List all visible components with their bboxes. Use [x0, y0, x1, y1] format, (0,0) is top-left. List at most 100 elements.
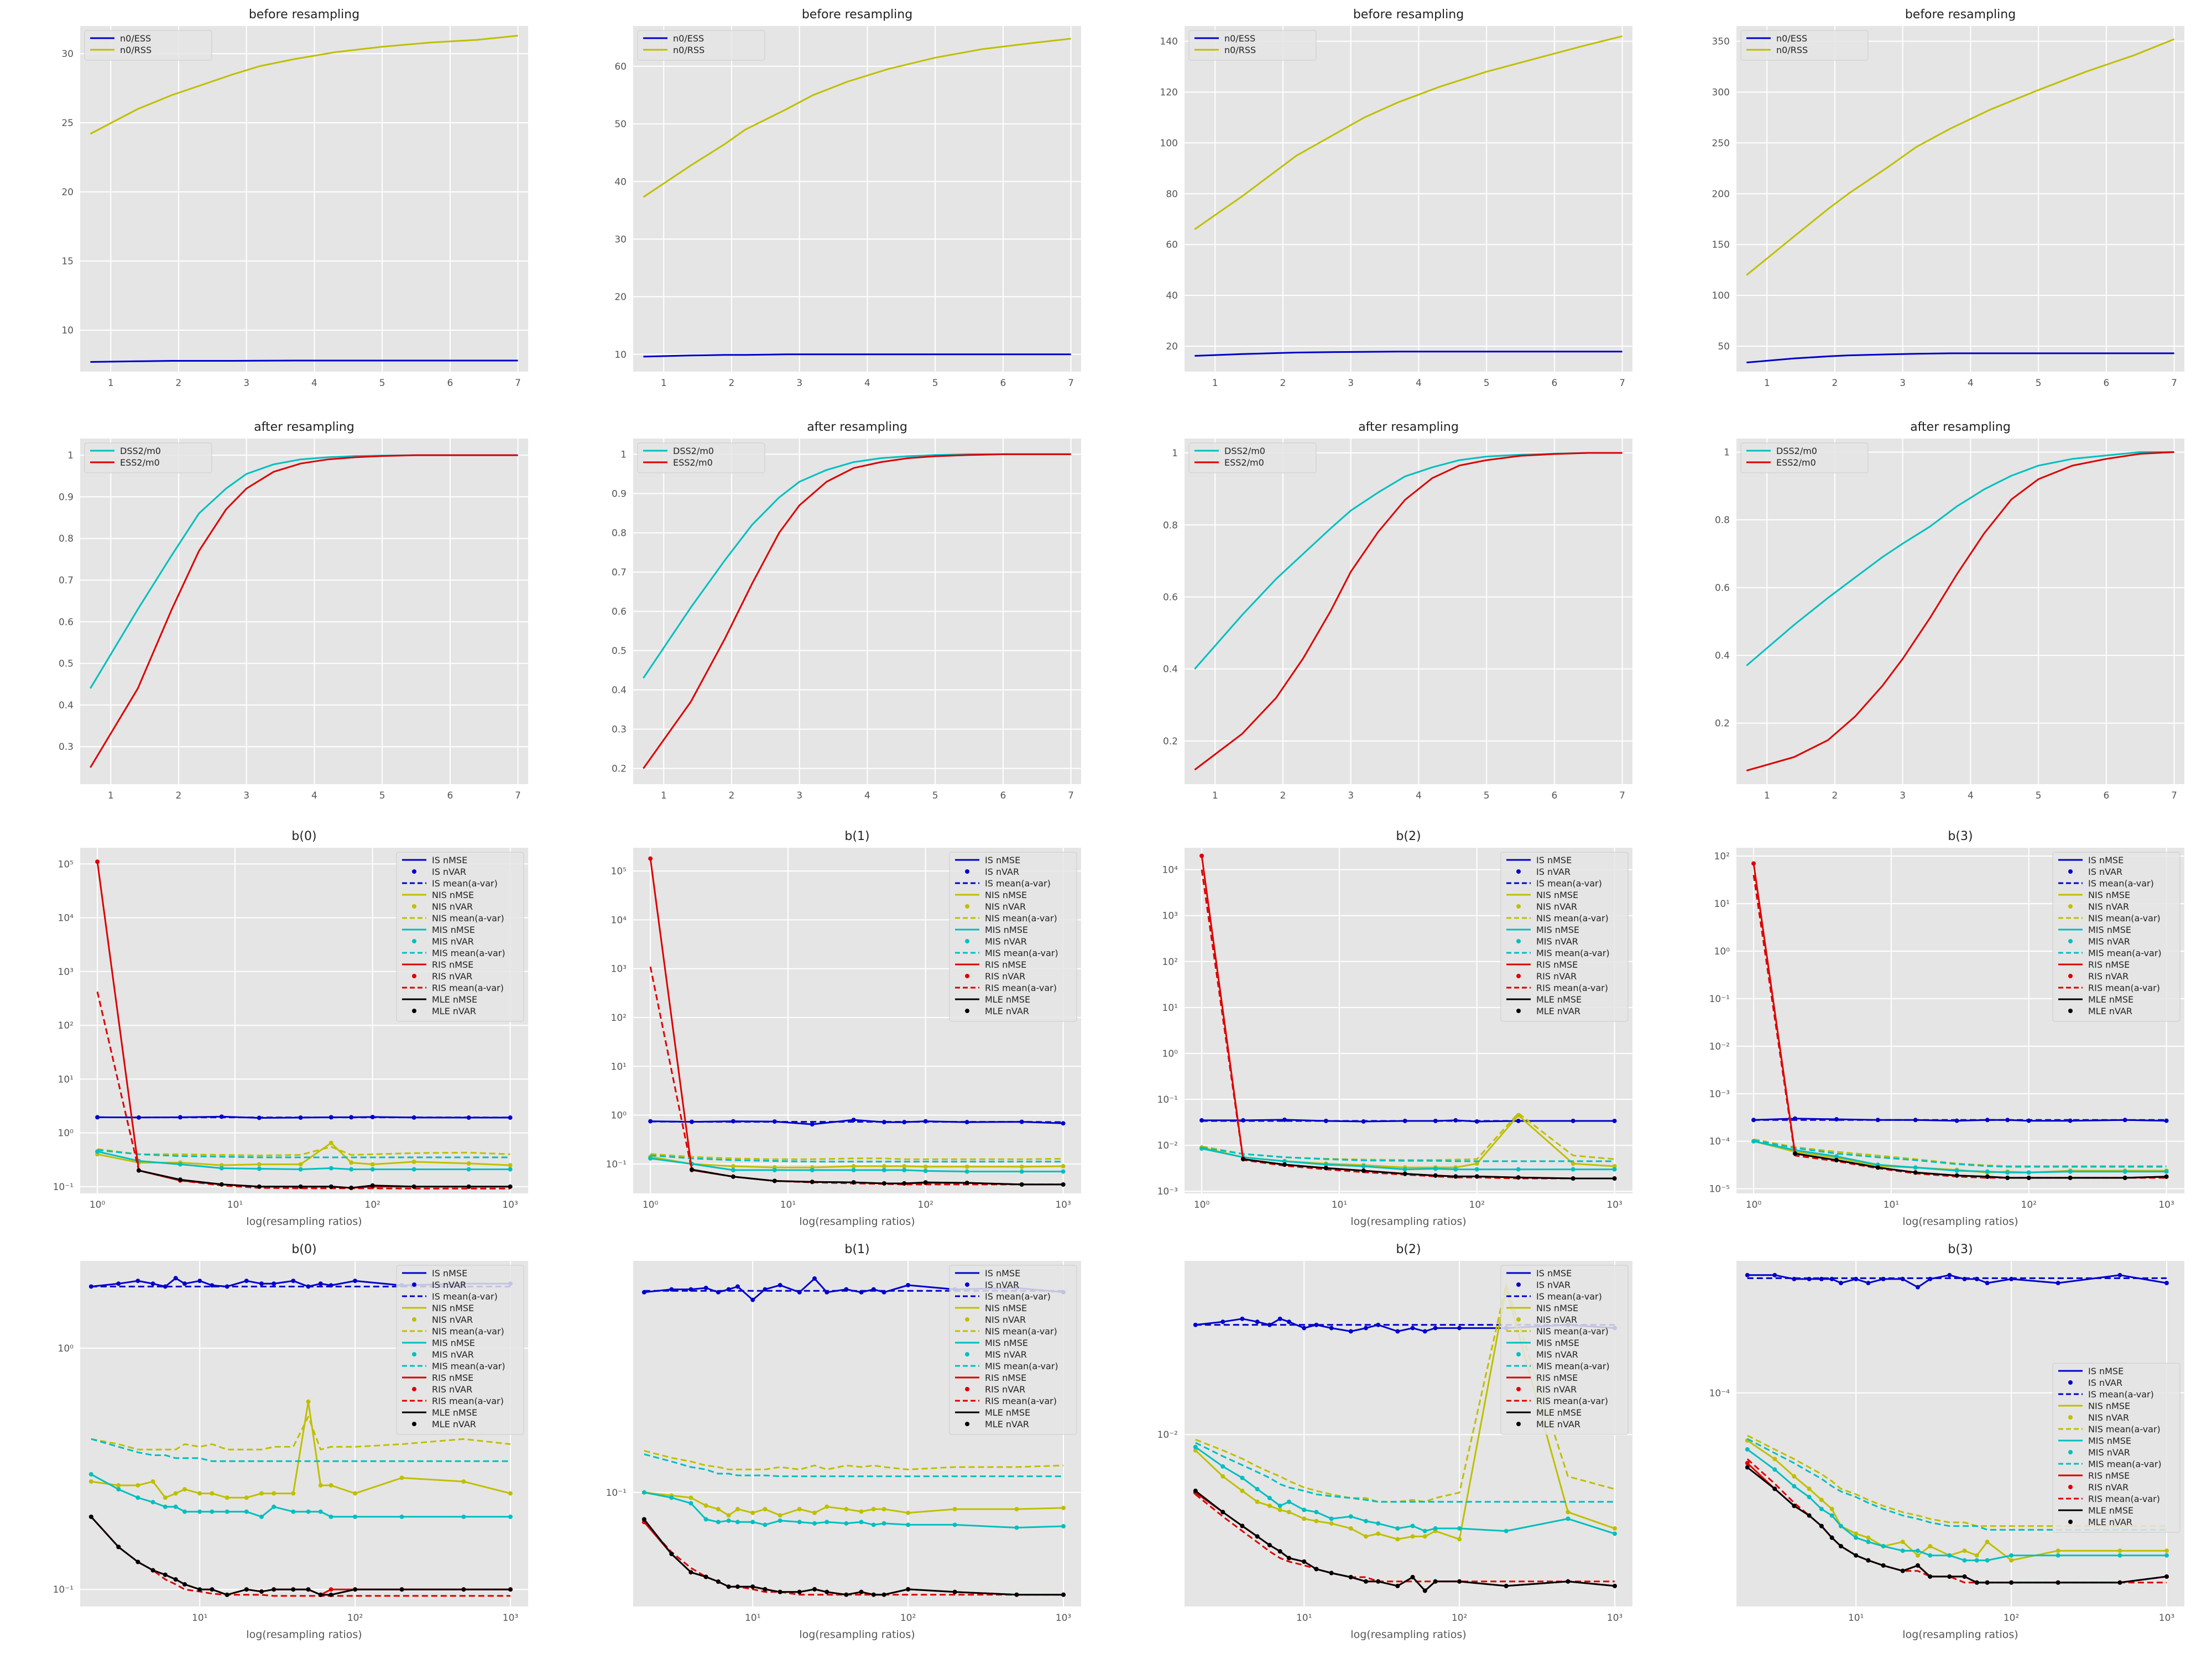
legend-item: MLE nMSE [2058, 1505, 2133, 1516]
series-mle-nvar-point [1829, 1535, 1834, 1540]
legend-label: NIS nMSE [1536, 890, 1578, 900]
series-layer [643, 38, 1071, 358]
chart-title: after resampling [254, 420, 354, 434]
series-mis-nvar-point [1516, 1167, 1521, 1172]
series-is-nvar-point [1915, 1285, 1920, 1290]
series-nis-nvar-point [871, 1507, 876, 1512]
series-mle-nvar-point [1985, 1174, 1990, 1179]
series-nis-nvar-point [1314, 1519, 1319, 1524]
x-tick-label: 2 [729, 378, 735, 389]
legend-label: RIS mean(a-var) [2088, 1494, 2160, 1504]
subplot-1: 1 2 3 4 5 6 7 10 20 30 40 50 60 before resampling n0/E… [614, 8, 1081, 389]
series-mle-nvar-point [411, 1184, 416, 1189]
legend-item: RIS mean(a-var) [1506, 983, 1608, 993]
series-is-nvar-point [1866, 1281, 1871, 1286]
series-mis-nvar-point [902, 1167, 907, 1172]
legend-label: NIS nMSE [2088, 890, 2130, 900]
series-mis-nvar-point [1571, 1167, 1575, 1172]
legend-label: MLE nVAR [2088, 1006, 2132, 1016]
series-mle-nvar-point [182, 1582, 187, 1587]
series-is-nvar-point [1302, 1326, 1307, 1331]
series-mis-nvar-point [1323, 1162, 1328, 1167]
series-mis-nvar-point [1286, 1499, 1291, 1504]
series-mle-nvar-point [1474, 1174, 1479, 1179]
legend-marker [965, 1352, 969, 1357]
legend-label: MIS nMSE [432, 925, 475, 935]
series-nis-nvar-point [1220, 1474, 1225, 1479]
series-is-nvar-point [1061, 1121, 1066, 1126]
x-tick-label: 7 [1619, 790, 1625, 801]
legend-item: IS nVAR [965, 1280, 1019, 1290]
chart-title: after resampling [1358, 420, 1459, 434]
series-ris-nvar-point [328, 1587, 333, 1592]
legend-marker [412, 1282, 416, 1287]
series-is-nvar-point [173, 1276, 178, 1281]
series-nis-nvar-point [135, 1483, 140, 1488]
series-nis-nvar-point [1286, 1510, 1291, 1515]
series-nis-nvar-point [1571, 1161, 1575, 1166]
series-mis-nvar-point [1422, 1528, 1427, 1533]
series-nis-mean-a-var--line [97, 1146, 510, 1156]
legend-label: MIS nVAR [985, 1349, 1027, 1360]
series-nis-nvar-point [1985, 1540, 1990, 1545]
series-mis-nvar-point [88, 1472, 93, 1477]
series-is-nvar-point [1745, 1272, 1750, 1277]
series-is-nvar-point [291, 1279, 296, 1284]
series-mis-nvar-point [2005, 1170, 2010, 1175]
legend-label: RIS nVAR [2088, 1482, 2128, 1493]
y-tick-label: 10³ [58, 967, 74, 978]
chart-title: b(2) [1396, 1243, 1421, 1256]
series-is-nvar-point [750, 1297, 755, 1302]
series-mle-nvar-point [1571, 1176, 1575, 1181]
series-mle-nvar-point [1402, 1171, 1407, 1176]
series-is-nvar-point [1363, 1326, 1368, 1331]
series-layer [1193, 1284, 1617, 1593]
x-tick-label: 1 [1212, 790, 1218, 801]
series-is-nvar-point [1329, 1326, 1334, 1331]
legend-marker [965, 904, 969, 909]
legend-item: MIS nVAR [1516, 1349, 1578, 1360]
legend-label: MIS mean(a-var) [2088, 1459, 2162, 1469]
legend-marker [2068, 904, 2073, 909]
legend-item: RIS nMSE [402, 1373, 473, 1383]
legend-item: IS mean(a-var) [2058, 878, 2154, 889]
series-is-nvar-point [197, 1279, 202, 1284]
legend-item: IS nVAR [412, 1280, 466, 1290]
legend-box [2052, 852, 2180, 1022]
series-mle-nvar-point [964, 1181, 969, 1186]
y-tick-label: 25 [61, 118, 74, 129]
y-tick-label: 20 [614, 292, 627, 303]
legend-marker [412, 1317, 416, 1322]
series-mis-nvar-point [1566, 1516, 1571, 1521]
y-tick-label: 10 [614, 349, 627, 361]
y-tick-label: 10⁻¹ [53, 1584, 74, 1595]
x-tick-label: 10³ [1055, 1199, 1071, 1211]
x-tick-label: 10¹ [1332, 1199, 1347, 1211]
series-mis-nvar-point [219, 1166, 224, 1171]
series-mis-nvar-point [1866, 1540, 1871, 1545]
x-tick-label: 7 [2171, 378, 2177, 389]
series-mis-nvar-point [135, 1495, 140, 1500]
series-mle-nvar-point [1612, 1583, 1617, 1588]
series-n0-ess-line [1194, 351, 1623, 357]
legend-marker [1516, 974, 1521, 978]
chart-title: b(1) [844, 830, 869, 843]
series-mle-nvar-point [244, 1587, 249, 1592]
series-mle-nvar-point [1915, 1563, 1920, 1568]
series-mle-nvar-point [1277, 1549, 1282, 1554]
x-tick-label: 1 [108, 378, 114, 389]
series-mis-nvar-point [750, 1520, 755, 1525]
legend-label: NIS nMSE [432, 890, 474, 900]
series-mle-nvar-point [2005, 1175, 2010, 1180]
series-is-nvar-point [703, 1285, 708, 1290]
series-is-mean-a-var--line [650, 1120, 1063, 1123]
legend-item: MIS nVAR [1516, 936, 1578, 947]
x-tick-label: 4 [864, 378, 870, 389]
chart-title: b(2) [1396, 830, 1421, 843]
series-mis-nvar-point [952, 1522, 957, 1527]
legend-item: ESS2/m0 [643, 457, 713, 468]
legend-label: MIS nMSE [1536, 1338, 1579, 1348]
